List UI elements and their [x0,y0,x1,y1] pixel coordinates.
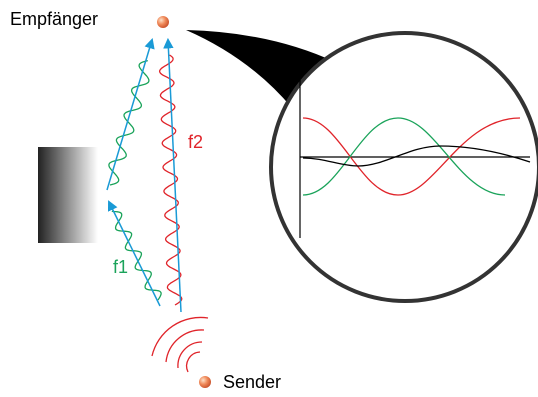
receiver-dot [157,16,169,28]
diagram: Empfänger Sender f1 f2 [0,0,538,397]
sender-dot [199,376,211,388]
f2-label: f2 [188,132,203,152]
path-direct [168,40,181,312]
f1-label: f1 [113,257,128,277]
sender-label: Sender [223,372,281,392]
wave-f1-reflected [109,61,149,185]
path-to-wall [109,202,160,306]
path-reflected [107,40,152,190]
receiver-label: Empfänger [10,9,98,29]
sender-waves [152,317,208,372]
wave-f1-incoming [112,211,161,300]
wall [38,147,98,243]
magnifier [271,33,538,301]
